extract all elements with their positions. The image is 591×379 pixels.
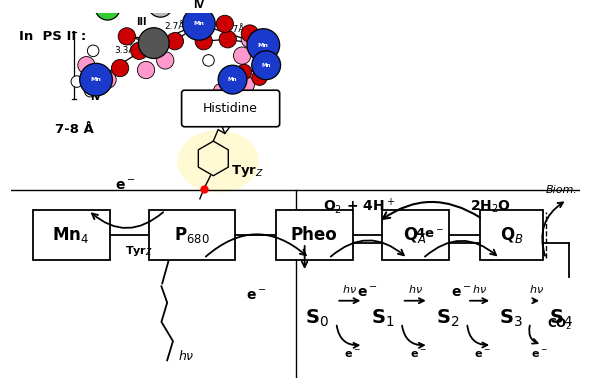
Circle shape (99, 71, 116, 88)
Text: Tyr$_Z$: Tyr$_Z$ (230, 163, 264, 179)
Text: Mn$_4$: Mn$_4$ (53, 226, 90, 245)
Text: Mn: Mn (228, 77, 237, 82)
Text: 4e$^-$: 4e$^-$ (415, 227, 444, 240)
FancyBboxPatch shape (33, 210, 109, 260)
Text: $h\nu$: $h\nu$ (408, 283, 423, 295)
Text: e$^-$: e$^-$ (451, 286, 472, 300)
Circle shape (71, 76, 83, 87)
Circle shape (213, 83, 229, 99)
Text: Mn: Mn (258, 42, 269, 47)
Text: 2.7Å: 2.7Å (165, 22, 185, 31)
Circle shape (131, 42, 148, 60)
Ellipse shape (177, 130, 259, 193)
Text: O$_2$ + 4H$^+$: O$_2$ + 4H$^+$ (323, 197, 395, 216)
Circle shape (241, 31, 258, 48)
Circle shape (157, 52, 174, 69)
Text: Mn: Mn (193, 21, 204, 27)
Circle shape (239, 77, 255, 92)
Text: Pheo: Pheo (291, 226, 337, 244)
Circle shape (203, 55, 215, 66)
Circle shape (241, 25, 258, 42)
Text: 2.7Å: 2.7Å (224, 25, 245, 34)
Circle shape (148, 0, 173, 17)
Text: e$^-$: e$^-$ (246, 289, 267, 303)
Circle shape (252, 70, 267, 85)
Circle shape (195, 33, 212, 50)
Text: e$^-$: e$^-$ (115, 179, 135, 193)
Text: 7-8 Å: 7-8 Å (54, 123, 93, 136)
Circle shape (87, 45, 99, 56)
Circle shape (219, 31, 236, 48)
FancyBboxPatch shape (149, 210, 235, 260)
Circle shape (218, 65, 247, 94)
Circle shape (118, 28, 135, 45)
Circle shape (95, 0, 120, 20)
Text: Biom.: Biom. (545, 185, 577, 195)
Text: S$_0$: S$_0$ (305, 307, 329, 329)
Text: III: III (136, 17, 147, 27)
Text: S$_2$: S$_2$ (436, 307, 460, 329)
Circle shape (80, 63, 112, 96)
Text: 2H$_2$O: 2H$_2$O (470, 198, 511, 215)
Text: Mn: Mn (261, 63, 271, 68)
Circle shape (261, 55, 272, 66)
Text: In  PS II :: In PS II : (19, 30, 86, 43)
Circle shape (216, 15, 233, 33)
Circle shape (252, 51, 281, 80)
Text: e$^-$: e$^-$ (531, 349, 547, 360)
Text: Mn: Mn (90, 77, 102, 82)
Circle shape (85, 85, 96, 97)
Text: Q$_B$: Q$_B$ (499, 226, 523, 245)
Text: S$_4$: S$_4$ (549, 307, 573, 329)
Text: e$^-$: e$^-$ (474, 349, 491, 360)
Text: e$^-$: e$^-$ (410, 349, 427, 360)
Text: Q$_A$: Q$_A$ (404, 226, 427, 245)
Circle shape (166, 33, 184, 50)
Text: $h\nu$: $h\nu$ (472, 283, 487, 295)
Text: S$_1$: S$_1$ (371, 307, 394, 329)
FancyBboxPatch shape (480, 210, 543, 260)
Text: IV: IV (90, 92, 102, 102)
Circle shape (78, 56, 95, 74)
Text: Histidine: Histidine (203, 102, 258, 115)
Text: e$^-$: e$^-$ (357, 286, 378, 300)
Text: IV: IV (193, 0, 204, 10)
FancyBboxPatch shape (181, 90, 280, 127)
Text: S$_3$: S$_3$ (499, 307, 523, 329)
Circle shape (112, 60, 129, 77)
Text: 3.3Å: 3.3Å (115, 46, 135, 55)
Circle shape (236, 64, 252, 80)
FancyBboxPatch shape (276, 210, 353, 260)
Text: P$_{680}$: P$_{680}$ (174, 226, 210, 245)
Circle shape (233, 47, 251, 64)
FancyBboxPatch shape (382, 210, 449, 260)
Text: CO$_2$: CO$_2$ (547, 317, 572, 332)
Text: e$^-$: e$^-$ (345, 349, 361, 360)
Circle shape (138, 28, 169, 58)
Circle shape (247, 29, 280, 61)
Text: $h\nu$: $h\nu$ (178, 349, 194, 363)
Circle shape (137, 61, 155, 79)
Text: $h\nu$: $h\nu$ (342, 283, 358, 295)
Text: IV: IV (254, 57, 265, 67)
Circle shape (183, 8, 215, 40)
Text: $h\nu$: $h\nu$ (529, 283, 544, 295)
Text: Tyr$_Z$: Tyr$_Z$ (125, 244, 153, 258)
